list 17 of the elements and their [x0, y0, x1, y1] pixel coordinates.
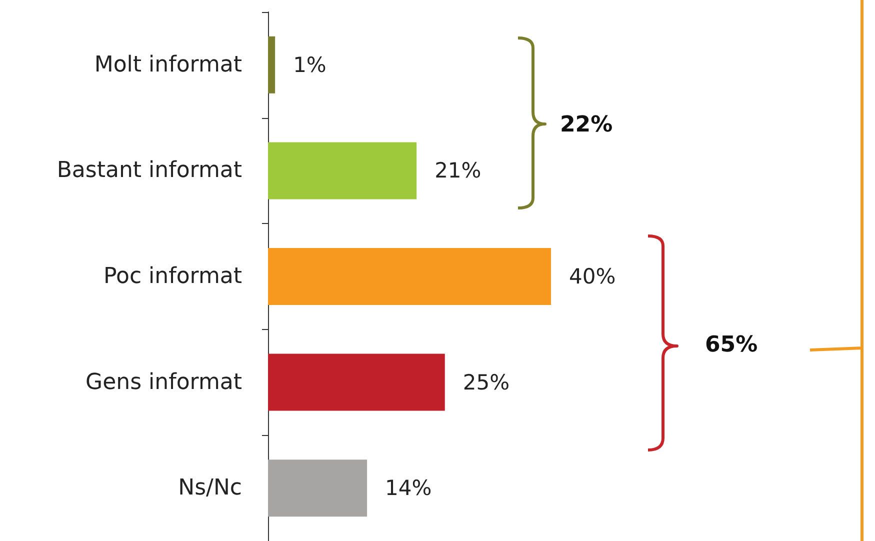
data-label: 14% [385, 476, 432, 500]
y-tick-label: Molt informat [94, 52, 242, 78]
y-tick-label: Ns/Nc [178, 476, 242, 501]
bar [268, 248, 551, 305]
data-label: 1% [293, 52, 326, 77]
text: 22% [560, 112, 613, 138]
data-label: 21% [434, 158, 482, 183]
text: 65% [705, 332, 758, 358]
y-tick-label: Poc informat [104, 264, 242, 289]
y-tick-label: Bastant informat [56, 158, 242, 184]
bar [268, 142, 417, 200]
data-label: 40% [569, 264, 616, 288]
bar [268, 354, 445, 411]
bar [268, 460, 368, 517]
y-tick-label: Gens informat [86, 370, 242, 395]
data-label: 25% [462, 370, 510, 394]
bar [268, 36, 276, 94]
